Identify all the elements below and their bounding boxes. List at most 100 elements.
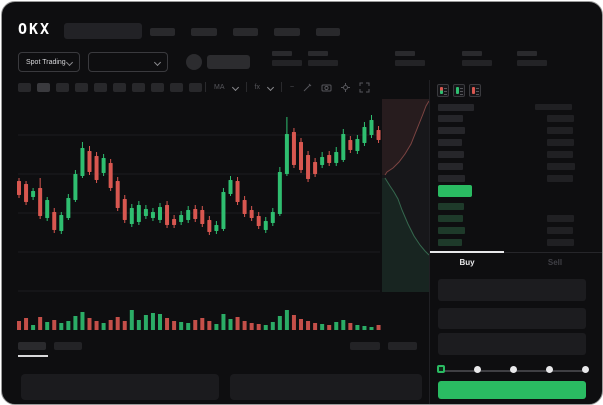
slider-handle-100[interactable] <box>582 366 589 373</box>
ask-row-price[interactable] <box>438 115 463 122</box>
orders-panel-right <box>230 374 422 400</box>
row-amount <box>547 215 574 222</box>
timeframe-button[interactable] <box>113 83 126 92</box>
divider <box>245 82 247 92</box>
draw-pencil-icon[interactable] <box>302 82 313 93</box>
bid-row-price[interactable] <box>438 227 465 234</box>
divider <box>205 82 206 92</box>
ask-row-price[interactable] <box>438 151 464 158</box>
ask-row-price[interactable] <box>438 104 474 111</box>
ticker-stat <box>462 51 492 66</box>
stat-value <box>308 60 338 66</box>
camera-icon[interactable] <box>321 82 332 93</box>
pair-select[interactable] <box>88 52 168 72</box>
ob-layout-both-icon[interactable] <box>437 84 449 97</box>
gear-icon[interactable] <box>340 82 351 93</box>
bottom-active-tab-underline <box>18 355 48 357</box>
stat-label <box>462 51 482 56</box>
indicators-button[interactable]: fx <box>254 83 260 91</box>
ticker-stat <box>517 51 547 66</box>
orders-panel-left <box>21 374 219 400</box>
ask-row-price[interactable] <box>438 127 465 134</box>
slider-handle-0[interactable] <box>437 365 445 373</box>
line-style-button[interactable]: ~ <box>289 83 295 91</box>
chevron-down-icon <box>65 58 74 66</box>
timeframe-button[interactable] <box>37 83 50 92</box>
nav-item[interactable] <box>274 28 300 36</box>
timeframe-button[interactable] <box>151 83 164 92</box>
market-type-label: Spot Trading <box>26 58 66 66</box>
row-amount <box>547 227 573 234</box>
chevron-down-icon[interactable] <box>231 83 239 91</box>
row-amount <box>547 115 574 122</box>
ticker-stat <box>308 51 338 66</box>
row-amount <box>547 127 573 134</box>
nav-item[interactable] <box>233 28 258 36</box>
timeframe-button[interactable] <box>75 83 88 92</box>
ask-row-price[interactable] <box>438 163 463 170</box>
row-amount <box>547 175 573 182</box>
fullscreen-icon[interactable] <box>359 82 370 93</box>
search-input[interactable] <box>64 23 142 39</box>
last-price-badge[interactable] <box>438 185 472 197</box>
ma-indicator-button[interactable]: MA <box>214 83 225 91</box>
ticker-stat <box>395 51 425 66</box>
order-book-layout-toggles <box>437 84 481 97</box>
row-amount <box>547 239 574 246</box>
ask-row-price[interactable] <box>438 175 465 182</box>
order-book-panel: Buy Sell <box>430 80 602 404</box>
timeframe-button[interactable] <box>170 83 183 92</box>
bottom-tab-open-orders[interactable] <box>18 342 46 350</box>
amount-input[interactable] <box>438 308 586 329</box>
bottom-tab-order-history[interactable] <box>54 342 82 350</box>
ob-layout-bids-icon[interactable] <box>453 84 465 97</box>
chevron-down-icon[interactable] <box>266 83 274 91</box>
chevron-down-icon <box>153 58 162 66</box>
slider-handle-50[interactable] <box>510 366 517 373</box>
okx-logo[interactable]: OKX <box>18 20 52 38</box>
stat-value <box>517 60 547 66</box>
stat-label <box>395 51 415 56</box>
ticker-stat <box>272 51 302 66</box>
tab-buy[interactable]: Buy <box>459 258 475 267</box>
stat-value <box>272 60 302 66</box>
nav-item[interactable] <box>316 28 340 36</box>
tab-sell[interactable]: Sell <box>547 258 563 267</box>
ask-row-price[interactable] <box>438 139 462 146</box>
timeframe-button[interactable] <box>56 83 69 92</box>
pair-name-placeholder <box>207 55 250 69</box>
active-tab-underline <box>430 251 504 253</box>
timeframe-button[interactable] <box>18 83 31 92</box>
bottom-action-1[interactable] <box>350 342 380 350</box>
slider-handle-75[interactable] <box>546 366 553 373</box>
total-input[interactable] <box>438 333 586 355</box>
stat-value <box>462 60 492 66</box>
buy-button[interactable] <box>438 381 586 399</box>
nav-item[interactable] <box>150 28 175 36</box>
bottom-action-2[interactable] <box>388 342 417 350</box>
ob-header-amount <box>535 104 572 110</box>
chart-tools: MA fx ~ <box>205 80 370 94</box>
row-amount <box>547 151 573 158</box>
price-chart[interactable] <box>16 99 430 334</box>
tab-divider <box>430 252 602 253</box>
bid-row-price[interactable] <box>438 203 464 210</box>
nav-item[interactable] <box>191 28 217 36</box>
stat-label <box>308 51 328 56</box>
stat-value <box>395 60 425 66</box>
row-amount <box>547 139 574 146</box>
timeframe-button[interactable] <box>94 83 107 92</box>
timeframe-buttons <box>18 83 202 92</box>
bid-row-price[interactable] <box>438 215 463 222</box>
timeframe-button[interactable] <box>189 83 202 92</box>
top-nav <box>150 28 340 36</box>
price-input[interactable] <box>438 279 586 301</box>
market-type-select[interactable]: Spot Trading <box>18 52 80 72</box>
bid-row-price[interactable] <box>438 239 462 246</box>
panel-divider <box>429 80 430 404</box>
slider-handle-25[interactable] <box>474 366 481 373</box>
ob-layout-asks-icon[interactable] <box>469 84 481 97</box>
timeframe-button[interactable] <box>132 83 145 92</box>
stat-label <box>517 51 537 56</box>
